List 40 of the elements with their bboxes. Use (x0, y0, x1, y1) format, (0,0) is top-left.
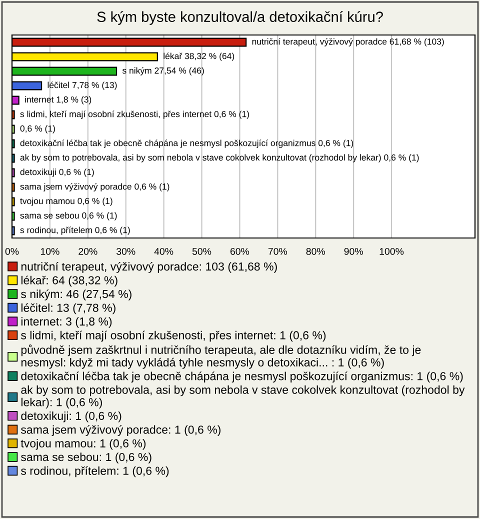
text: s nikým: 46 (27,54 %) (21, 290, 132, 300)
text: internet: 3 (1,8 %) (21, 317, 112, 328)
x-tick-label: 40% (154, 248, 174, 255)
x-tick-label: 0% (5, 248, 19, 255)
category-label: léčitel 7,78 % (13) (48, 82, 117, 90)
x-tick-label: 80% (306, 248, 325, 255)
category-label: nutriční terapeut, výživový poradce 61,68 % (103) (252, 38, 444, 46)
category-label: s lidmi, kteří mají osobní zkušenosti, přes internet 0,6 % (1) (20, 110, 249, 119)
text: detoxikuji: 1 (0,6 %) (21, 412, 122, 422)
category-label: s rodinou, přítelem 0,6 % (1) (20, 226, 130, 235)
text: detoxikační léčba tak je obecně chápána je nesmysl poškozující organizmus: 1 (0,6 %) (21, 372, 463, 383)
x-tick-label: 20% (78, 248, 98, 255)
category-label: sama jsem výživový poradce 0,6 % (1) (20, 183, 170, 192)
text: tvojou mamou: 1 (0,6 %) (20, 438, 146, 450)
category-label: ak by som to potrebovala, asi by som nebola v stave cokolvek konzultovat (rozhodol by lekar) 0,6 % (1) (20, 154, 419, 162)
data-label: 0,6 % (1) (20, 125, 55, 134)
category-label: internet 1,8 % (3) (25, 96, 92, 104)
text: sama jsem výživový poradce: 1 (0,6 %) (21, 425, 220, 436)
text: sama se sebou: 1 (0,6 %) (21, 452, 152, 464)
x-tick-label: 30% (116, 248, 136, 255)
category-label: s nikým 27,54 % (46) (122, 67, 204, 76)
x-tick-label: 10% (40, 248, 60, 255)
text: s rodinou, přítelem: 1 (0,6 %) (21, 466, 169, 478)
text: lékař: 64 (38,32 %) (21, 276, 118, 287)
x-tick-label: 90% (344, 248, 363, 255)
category-label: tvojou mamou 0,6 % (1) (20, 198, 112, 206)
x-tick-label: 100% (380, 248, 404, 255)
text: nutriční terapeut, výživový poradce: 103 (61,68 %) (21, 262, 277, 273)
x-tick-label: 60% (230, 248, 250, 255)
x-tick-label: 50% (192, 248, 212, 255)
x-tick-label: 70% (268, 248, 288, 255)
category-label: lékař 38,32 % (64) (164, 52, 234, 61)
category-label: detoxikační léčba tak je obecně chápána je nesmysl poškozující organizmus 0,6 % (1) (20, 140, 354, 148)
text: ak by som to potrebovala, asi by som nebola v stave cokolvek konzultovat (rozhodol by lekar): 1 (0,6 %) (21, 385, 465, 409)
text: původně jsem zaškrtnul i nutričního terapeuta, ale dle dotazníku vidím, že to je nesmysl: když mi tady vykládá tyhle nesmysly o detoxikaci... : 1 (0,6 %) (21, 344, 421, 369)
text: léčitel: 13 (7,78 %) (21, 303, 116, 314)
text: s lidmi, kteří mají osobní zkušenosti, přes internet: 1 (0,6 %) (21, 330, 326, 342)
category-label: sama se sebou 0,6 % (1) (20, 212, 117, 220)
category-label: detoxikuji 0,6 % (1) (20, 168, 94, 177)
chart-title: S kým byste konzultoval/a detoxikační kúru? (97, 11, 383, 25)
